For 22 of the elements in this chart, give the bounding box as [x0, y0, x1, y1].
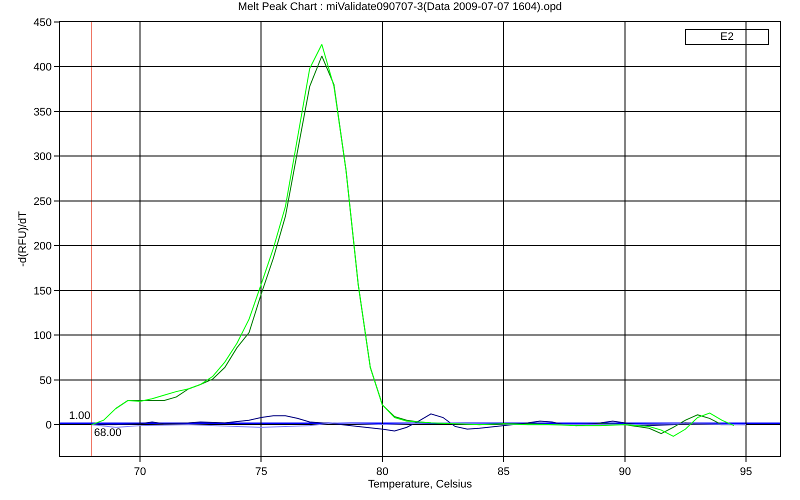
- x-tick-label: 70: [134, 466, 146, 478]
- y-axis-title: -d(RFU)/dT: [17, 210, 30, 267]
- annotation: E2: [720, 31, 734, 43]
- y-tick-label: 400: [33, 62, 52, 74]
- x-tick-label: 90: [618, 466, 631, 478]
- chart-title: Melt Peak Chart : miValidate090707-3(Data 2009-07-07 1604).opd: [238, 1, 562, 14]
- y-tick-label: 250: [33, 196, 52, 208]
- y-tick-label: 0: [46, 420, 52, 432]
- x-tick-label: 95: [740, 466, 752, 478]
- x-axis-title: Temperature, Celsius: [368, 478, 472, 490]
- x-tick-label: 80: [376, 466, 389, 478]
- x-tick-label: 75: [255, 466, 268, 478]
- y-tick-label: 100: [33, 330, 52, 342]
- y-tick-label: 150: [33, 285, 52, 298]
- y-tick-label: 450: [33, 16, 52, 29]
- y-tick-label: 300: [33, 151, 52, 164]
- y-tick-label: 200: [33, 240, 52, 253]
- y-tick-label: 350: [33, 106, 52, 118]
- y-tick-label: 50: [40, 374, 52, 387]
- ref-line-label: 1.00: [69, 410, 90, 422]
- x-tick-label: 85: [498, 466, 510, 478]
- ref-line-label: 68.00: [94, 427, 122, 439]
